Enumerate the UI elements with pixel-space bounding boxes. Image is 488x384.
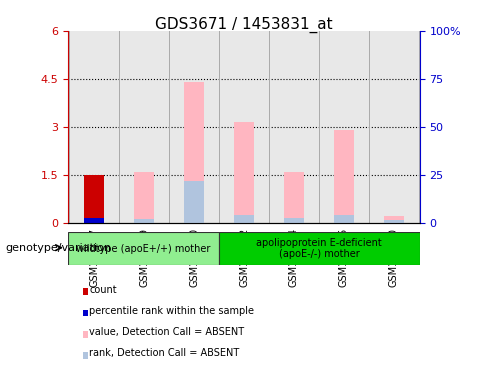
Bar <box>184 82 204 223</box>
Text: GDS3671 / 1453831_at: GDS3671 / 1453831_at <box>155 17 333 33</box>
Bar <box>184 181 204 223</box>
Bar <box>234 215 254 223</box>
Text: rank, Detection Call = ABSENT: rank, Detection Call = ABSENT <box>89 348 239 359</box>
Bar <box>384 220 404 223</box>
Text: percentile rank within the sample: percentile rank within the sample <box>89 306 254 316</box>
Bar <box>234 122 254 223</box>
FancyBboxPatch shape <box>68 232 219 265</box>
Text: apolipoprotein E-deficient
(apoE-/-) mother: apolipoprotein E-deficient (apoE-/-) mot… <box>256 238 382 260</box>
Bar <box>334 215 354 223</box>
Text: genotype/variation: genotype/variation <box>5 243 111 253</box>
Text: count: count <box>89 285 117 295</box>
Bar <box>134 219 154 223</box>
Text: value, Detection Call = ABSENT: value, Detection Call = ABSENT <box>89 327 244 338</box>
Bar <box>134 172 154 223</box>
Bar <box>284 172 304 223</box>
FancyBboxPatch shape <box>219 232 420 265</box>
Bar <box>284 218 304 223</box>
Text: wildtype (apoE+/+) mother: wildtype (apoE+/+) mother <box>77 243 211 254</box>
Bar <box>84 175 104 223</box>
Bar <box>384 216 404 223</box>
Bar <box>334 130 354 223</box>
Bar <box>84 218 104 223</box>
